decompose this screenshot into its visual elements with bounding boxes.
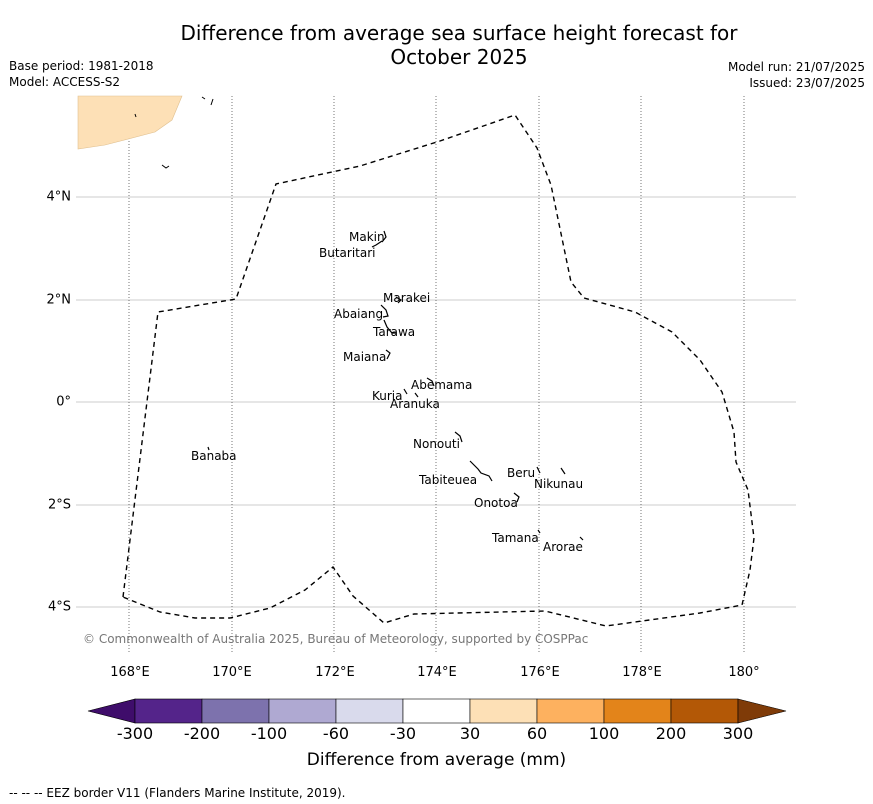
cb-label-30: 30 [459,724,481,743]
x-tick-178e: 178°E [622,665,662,680]
y-tick-0: 0° [56,394,71,410]
label-butaritari: Butaritari [319,246,376,260]
cb-label-60: 60 [526,724,548,743]
nikunau-atoll [560,467,566,475]
eez-border-note: -- -- -- EEZ border V11 (Flanders Marine… [9,786,346,800]
tabiteuea-atoll [469,460,493,482]
cb-label-n30: -30 [389,724,417,743]
copyright-notice: © Commonwealth of Australia 2025, Bureau… [83,632,589,646]
label-maiana: Maiana [343,350,386,364]
cb-label-n60: -60 [322,724,350,743]
butaritari-atoll [371,240,383,248]
meta-left: Base period: 1981-2018 Model: ACCESS-S2 [9,58,154,90]
label-nikunau: Nikunau [534,477,583,491]
label-arorae: Arorae [543,540,583,554]
model-name: Model: ACCESS-S2 [9,75,121,89]
x-tick-176e: 176°E [520,665,560,680]
banaba-island [207,446,210,451]
island-fragments [134,96,214,169]
label-marakei: Marakei [383,291,430,305]
label-abemama: Abemama [411,378,472,392]
abaiang-atoll [380,304,389,318]
label-nonouti: Nonouti [413,437,460,451]
beru-atoll [536,466,541,474]
anomaly-shading [77,95,183,150]
title-line-1: Difference from average sea surface heig… [180,21,738,45]
label-kuria: Kuria [372,389,403,403]
maiana-atoll [385,349,391,360]
tarawa-atoll [383,319,396,334]
onotoa-atoll [513,492,520,503]
cb-label-300: 300 [722,724,754,743]
cb-label-100: 100 [588,724,620,743]
makin-atoll [381,230,387,243]
model-run: Model run: 21/07/2025 [727,60,865,74]
label-makin: Makin [349,230,385,244]
nonouti-atoll [454,431,463,443]
label-banaba: Banaba [191,449,237,463]
cb-label-n200: -200 [183,724,221,743]
cb-label-n100: -100 [250,724,288,743]
abemama-atoll [426,377,435,387]
eez-border [122,114,755,627]
label-abaiang: Abaiang [334,307,383,321]
y-tick-4s: 4°S [47,599,71,615]
x-tick-170e: 170°E [212,665,252,680]
y-tick-2s: 2°S [47,497,71,513]
title-line-2: October 2025 [390,45,528,69]
label-tabiteuea: Tabiteuea [418,473,477,487]
y-tick-4n: 4°N [46,189,72,205]
island-labels: Makin Butaritari Marakei Abaiang Tarawa … [191,230,583,554]
base-period: Base period: 1981-2018 [9,59,154,73]
colorbar-title: Difference from average (mm) [306,750,567,770]
x-tick-172e: 172°E [315,665,355,680]
y-tick-2n: 2°N [46,292,72,308]
tamana-island [537,529,541,534]
x-tick-174e: 174°E [417,665,457,680]
cb-label-200: 200 [655,724,687,743]
longitude-gridlines [128,96,745,652]
cb-label-n300: -300 [116,724,154,743]
label-tamana: Tamana [491,531,539,545]
label-beru: Beru [507,466,535,480]
meta-right: Model run: 21/07/2025 Issued: 23/07/2025 [728,59,865,91]
x-tick-180: 180° [728,665,760,680]
label-tarawa: Tarawa [372,325,415,339]
map-title: Difference from average sea surface heig… [0,21,873,69]
kuria-atoll [403,388,419,398]
arorae-island [579,536,584,541]
x-tick-168e: 168°E [110,665,150,680]
label-aranuka: Aranuka [390,397,440,411]
label-onotoa: Onotoa [474,496,518,510]
issued-date: Issued: 23/07/2025 [749,76,865,90]
island-outlines [207,230,584,541]
marakei-atoll [395,296,402,304]
